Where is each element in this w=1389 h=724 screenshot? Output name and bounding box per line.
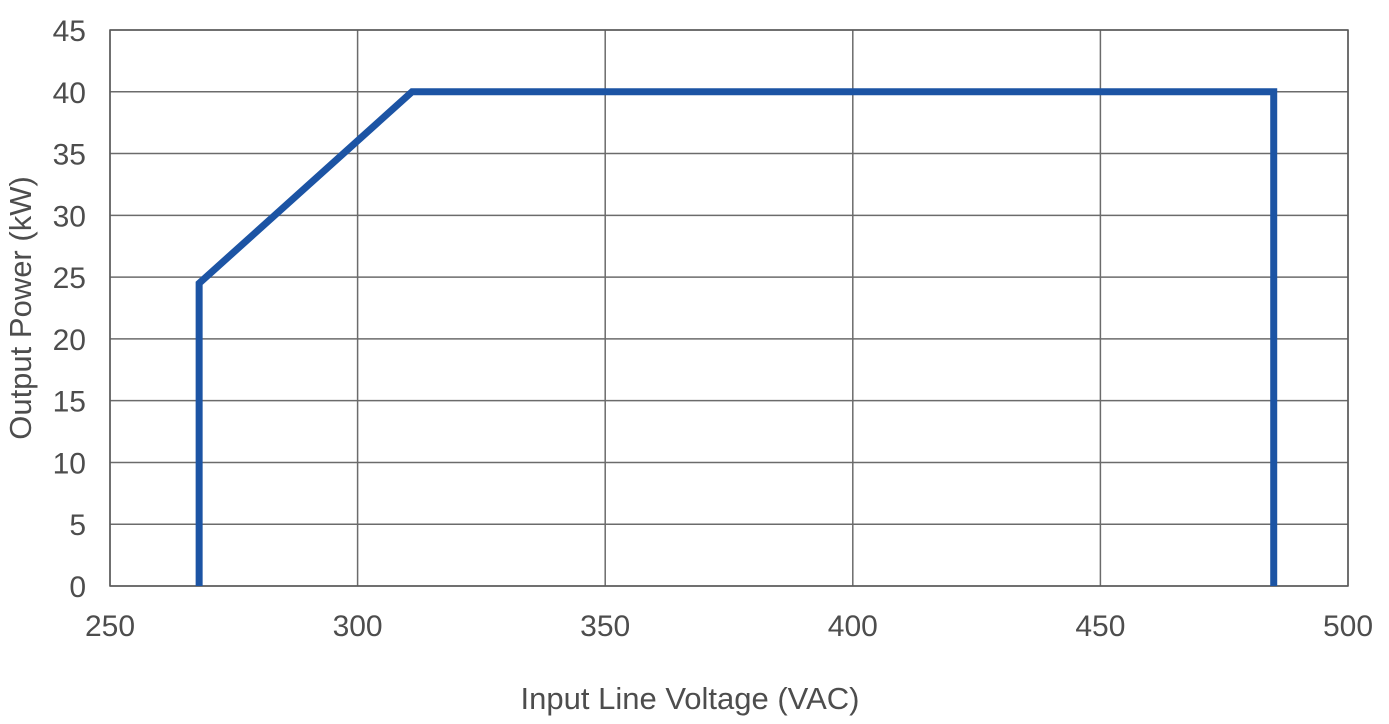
x-axis-title: Input Line Voltage (VAC) <box>520 681 860 716</box>
y-tick-label-35: 35 <box>53 139 86 172</box>
x-tick-label-400: 400 <box>828 610 878 643</box>
y-tick-label-30: 30 <box>53 200 86 233</box>
y-tick-label-40: 40 <box>53 77 86 110</box>
x-tick-label-450: 450 <box>1075 610 1125 643</box>
x-tick-label-350: 350 <box>580 610 630 643</box>
y-tick-label-10: 10 <box>53 447 86 480</box>
y-tick-label-45: 45 <box>53 15 86 48</box>
data-line-output-power-envelope <box>195 88 1278 586</box>
plot-border <box>109 29 1349 587</box>
y-tick-label-5: 5 <box>69 509 86 542</box>
y-tick-label-0: 0 <box>69 571 86 604</box>
y-axis-title: Output Power (kW) <box>3 176 38 440</box>
x-tick-label-500: 500 <box>1323 610 1373 643</box>
y-tick-label-15: 15 <box>53 386 86 419</box>
y-tick-label-20: 20 <box>53 324 86 357</box>
x-tick-label-250: 250 <box>85 610 135 643</box>
x-tick-label-300: 300 <box>333 610 383 643</box>
y-tick-label-25: 25 <box>53 262 86 295</box>
